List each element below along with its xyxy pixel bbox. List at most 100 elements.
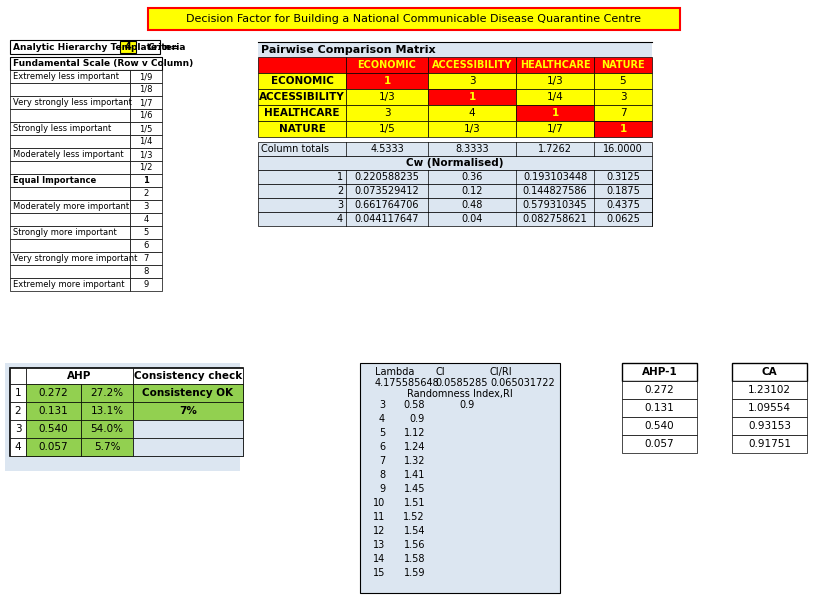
Text: 1/8: 1/8: [139, 85, 153, 94]
Text: 14: 14: [373, 554, 385, 564]
Text: 1/5: 1/5: [139, 124, 153, 133]
Text: 0.91751: 0.91751: [748, 439, 791, 449]
Text: 0.1875: 0.1875: [606, 186, 640, 196]
Text: 1.59: 1.59: [404, 568, 425, 578]
Text: 1.45: 1.45: [404, 484, 425, 494]
Text: 0.0585285: 0.0585285: [435, 378, 487, 388]
Text: 4: 4: [469, 108, 476, 118]
Bar: [360, 363, 560, 593]
Text: Decision Factor for Building a National Communicable Disease Quarantine Centre: Decision Factor for Building a National …: [187, 14, 642, 24]
Bar: [148, 8, 680, 30]
Bar: [10, 420, 26, 438]
Text: 0.9: 0.9: [460, 400, 475, 410]
Bar: [258, 73, 346, 89]
Text: 27.2%: 27.2%: [90, 388, 123, 398]
Bar: [10, 187, 130, 200]
Text: Cw (Normalised): Cw (Normalised): [406, 158, 504, 168]
Text: 0.540: 0.540: [39, 424, 69, 434]
Text: 1/3: 1/3: [139, 150, 153, 159]
Text: 0.04: 0.04: [461, 214, 483, 224]
Bar: [130, 70, 162, 83]
Bar: [130, 148, 162, 161]
Bar: [130, 161, 162, 174]
Text: 7%: 7%: [179, 406, 197, 416]
Text: 9: 9: [379, 484, 385, 494]
Text: 3: 3: [384, 108, 390, 118]
Text: ACCESSIBILITY: ACCESSIBILITY: [432, 60, 512, 70]
Bar: [10, 438, 26, 456]
Bar: [130, 200, 162, 213]
Bar: [10, 200, 130, 213]
Bar: [516, 105, 594, 121]
Text: 2: 2: [15, 406, 22, 416]
Text: 1.52: 1.52: [404, 512, 425, 522]
Text: 1.7262: 1.7262: [538, 144, 572, 154]
Bar: [26, 384, 81, 402]
Text: 7: 7: [619, 108, 626, 118]
Bar: [346, 57, 428, 73]
Text: 0.131: 0.131: [39, 406, 69, 416]
Bar: [133, 420, 243, 438]
Bar: [10, 122, 130, 135]
Bar: [10, 213, 130, 226]
Text: Pairwise Comparison Matrix: Pairwise Comparison Matrix: [261, 45, 436, 55]
Bar: [622, 417, 697, 435]
Text: 5: 5: [379, 428, 385, 438]
Text: 0.272: 0.272: [644, 385, 674, 395]
Bar: [428, 105, 516, 121]
Bar: [10, 402, 26, 420]
Bar: [26, 402, 81, 420]
Bar: [130, 278, 162, 291]
Text: 4: 4: [379, 414, 385, 424]
Bar: [428, 57, 516, 73]
Bar: [10, 278, 130, 291]
Bar: [594, 105, 652, 121]
Bar: [346, 105, 428, 121]
Text: 15: 15: [373, 568, 385, 578]
Bar: [594, 57, 652, 73]
Text: Extremely more important: Extremely more important: [13, 280, 125, 289]
Bar: [258, 89, 346, 105]
Bar: [732, 417, 807, 435]
Text: 1/3: 1/3: [379, 92, 395, 102]
Text: Column totals: Column totals: [261, 144, 329, 154]
Text: Strongly less important: Strongly less important: [13, 124, 112, 133]
Text: Consistency OK: Consistency OK: [142, 388, 233, 398]
Bar: [622, 363, 697, 381]
Bar: [258, 57, 346, 73]
Bar: [26, 368, 133, 384]
Text: 13: 13: [373, 540, 385, 550]
Bar: [81, 438, 133, 456]
Text: 1.32: 1.32: [404, 456, 425, 466]
Text: 0.36: 0.36: [461, 172, 483, 182]
Bar: [10, 174, 130, 187]
Text: 1/6: 1/6: [139, 111, 153, 120]
Bar: [10, 57, 162, 70]
Bar: [428, 73, 516, 89]
Text: 0.044117647: 0.044117647: [355, 214, 419, 224]
Text: 7: 7: [143, 254, 149, 263]
Text: 0.93153: 0.93153: [748, 421, 791, 431]
Bar: [516, 73, 594, 89]
Bar: [594, 73, 652, 89]
Text: 1/4: 1/4: [139, 137, 153, 146]
Bar: [516, 89, 594, 105]
Text: Lambda: Lambda: [375, 367, 414, 377]
Text: 3: 3: [379, 400, 385, 410]
Text: NATURE: NATURE: [279, 124, 326, 134]
Text: 0.0625: 0.0625: [606, 214, 640, 224]
Text: ACCESSIBILITY: ACCESSIBILITY: [259, 92, 345, 102]
Bar: [10, 161, 130, 174]
Bar: [622, 399, 697, 417]
Text: 4.175585648: 4.175585648: [375, 378, 440, 388]
Bar: [346, 73, 428, 89]
Bar: [10, 252, 130, 265]
Bar: [130, 265, 162, 278]
Text: 1/5: 1/5: [379, 124, 395, 134]
Bar: [130, 174, 162, 187]
Text: 8: 8: [379, 470, 385, 480]
Text: 5: 5: [143, 228, 149, 237]
Text: 0.661764706: 0.661764706: [355, 200, 419, 210]
Text: 1/3: 1/3: [547, 76, 563, 86]
Text: 1.24: 1.24: [404, 442, 425, 452]
